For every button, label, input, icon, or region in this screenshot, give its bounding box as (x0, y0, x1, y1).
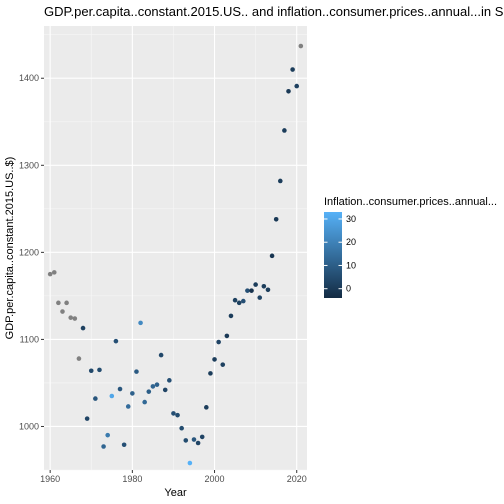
x-tick-label: 2020 (287, 474, 307, 484)
data-point (273, 216, 279, 222)
data-point (101, 444, 106, 449)
data-point (245, 288, 250, 293)
data-point (212, 357, 217, 362)
data-point (171, 411, 176, 416)
data-point (150, 384, 156, 389)
data-point (204, 405, 209, 410)
legend-tick-label: 10 (346, 260, 356, 270)
data-point (146, 389, 152, 394)
data-point (175, 412, 180, 418)
x-tick-label: 1980 (122, 474, 142, 484)
data-point (134, 369, 139, 374)
data-point (105, 432, 110, 438)
data-point (232, 297, 238, 303)
data-point (88, 368, 94, 374)
data-point (56, 300, 61, 306)
y-tick-label: 1300 (19, 160, 39, 170)
data-point (249, 288, 254, 293)
data-point (138, 320, 143, 326)
data-point (113, 338, 119, 344)
data-point (117, 386, 123, 392)
y-tick-label: 1100 (20, 334, 39, 344)
data-point (191, 437, 197, 442)
data-point (158, 352, 164, 358)
data-point (68, 315, 74, 320)
data-point (236, 300, 242, 306)
minor-gridlines (44, 26, 307, 471)
legend-tick-label: 30 (346, 214, 356, 224)
data-point (277, 178, 283, 184)
data-point (241, 298, 246, 304)
x-tick-label: 2000 (205, 474, 225, 484)
major-gridlines (44, 26, 307, 470)
y-tick-label: 1400 (19, 73, 39, 83)
plot-panel (44, 26, 307, 470)
data-point (84, 416, 90, 421)
legend-title: Inflation..consumer.prices..annual... (324, 196, 497, 208)
data-point (162, 387, 168, 393)
legend-tick-label: 20 (346, 237, 356, 247)
data-point (93, 396, 98, 401)
data-point (286, 88, 291, 94)
data-point (216, 339, 221, 345)
data-point (60, 309, 65, 314)
data-point (224, 333, 230, 339)
data-point (228, 313, 234, 319)
data-point (282, 128, 287, 133)
data-point (187, 460, 193, 466)
legend-tick-label: 0 (346, 284, 351, 294)
data-point (76, 356, 82, 361)
data-point (220, 362, 226, 367)
data-point (265, 287, 271, 293)
y-axis-ticks: 1000 1100 1200 1300 1400 (19, 73, 44, 431)
data-point (109, 393, 115, 399)
x-tick-label: 1960 (40, 474, 60, 484)
legend-colorbar (324, 212, 342, 298)
data-point (195, 440, 201, 446)
data-point (269, 253, 275, 259)
x-axis-ticks: 1960 1980 2000 2020 (40, 470, 307, 484)
data-point (130, 391, 135, 396)
data-point (97, 367, 102, 373)
data-point (80, 325, 86, 331)
legend: Inflation..consumer.prices..annual... 0 1… (324, 196, 497, 298)
data-point (199, 434, 205, 440)
data-point (290, 67, 295, 72)
y-tick-label: 1200 (19, 247, 39, 257)
y-tick-label: 1000 (19, 421, 39, 431)
y-axis-title: GDP.per.capita..constant.2015.US..$) (4, 157, 16, 340)
data-point (47, 271, 53, 277)
data-point (64, 300, 69, 306)
data-point (167, 378, 172, 383)
data-points (47, 43, 304, 466)
data-point (51, 270, 57, 275)
data-point (257, 295, 263, 300)
data-point (154, 382, 160, 387)
x-axis-title: Year (164, 487, 187, 499)
legend-ticks: 0 10 20 30 (324, 214, 356, 294)
data-point (294, 83, 300, 89)
chart-title: GDP.per.capita..constant.2015.US.. and i… (44, 4, 504, 19)
data-point (261, 284, 267, 289)
data-point (72, 316, 78, 321)
data-point (253, 282, 258, 287)
data-point (208, 371, 213, 376)
data-point (179, 425, 184, 431)
data-point (142, 399, 147, 405)
data-point (298, 43, 304, 49)
data-point (121, 442, 127, 448)
data-point (125, 404, 131, 409)
data-point (183, 438, 189, 443)
